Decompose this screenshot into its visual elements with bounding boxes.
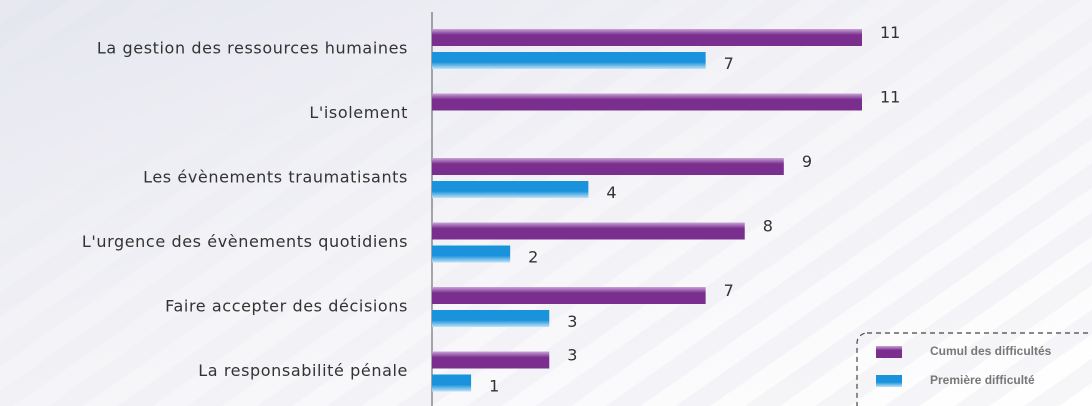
data-label: 7 (724, 54, 734, 73)
legend-swatch (876, 346, 902, 358)
data-label: 7 (724, 281, 734, 300)
bar (432, 222, 745, 240)
data-label: 2 (528, 248, 538, 267)
category-label: L'isolement (309, 103, 408, 122)
bar (432, 93, 862, 111)
data-label: 11 (880, 23, 900, 42)
data-label: 4 (606, 183, 616, 202)
legend-box (856, 332, 1092, 406)
data-label: 3 (567, 312, 577, 331)
bar (432, 181, 589, 198)
bar (432, 351, 550, 369)
legend-swatch (876, 375, 902, 387)
bar (432, 52, 706, 69)
bar (432, 158, 784, 175)
category-label: L'urgence des évènements quotidiens (82, 232, 408, 251)
legend-label: Cumul des difficultés (930, 344, 1052, 358)
data-label: 11 (880, 88, 900, 107)
legend-label: Première difficulté (930, 373, 1035, 387)
bar (432, 310, 550, 327)
category-label: La gestion des ressources humaines (97, 39, 408, 58)
data-label: 9 (802, 152, 812, 171)
bar (432, 245, 511, 263)
bar (432, 374, 472, 392)
bar (432, 287, 706, 304)
data-label: 1 (489, 377, 499, 396)
data-label: 8 (763, 217, 773, 236)
category-label: Les évènements traumatisants (143, 168, 408, 187)
bar (432, 29, 862, 46)
category-label: La responsabilité pénale (198, 361, 408, 380)
category-label: Faire accepter des décisions (165, 297, 408, 316)
data-label: 3 (567, 346, 577, 365)
